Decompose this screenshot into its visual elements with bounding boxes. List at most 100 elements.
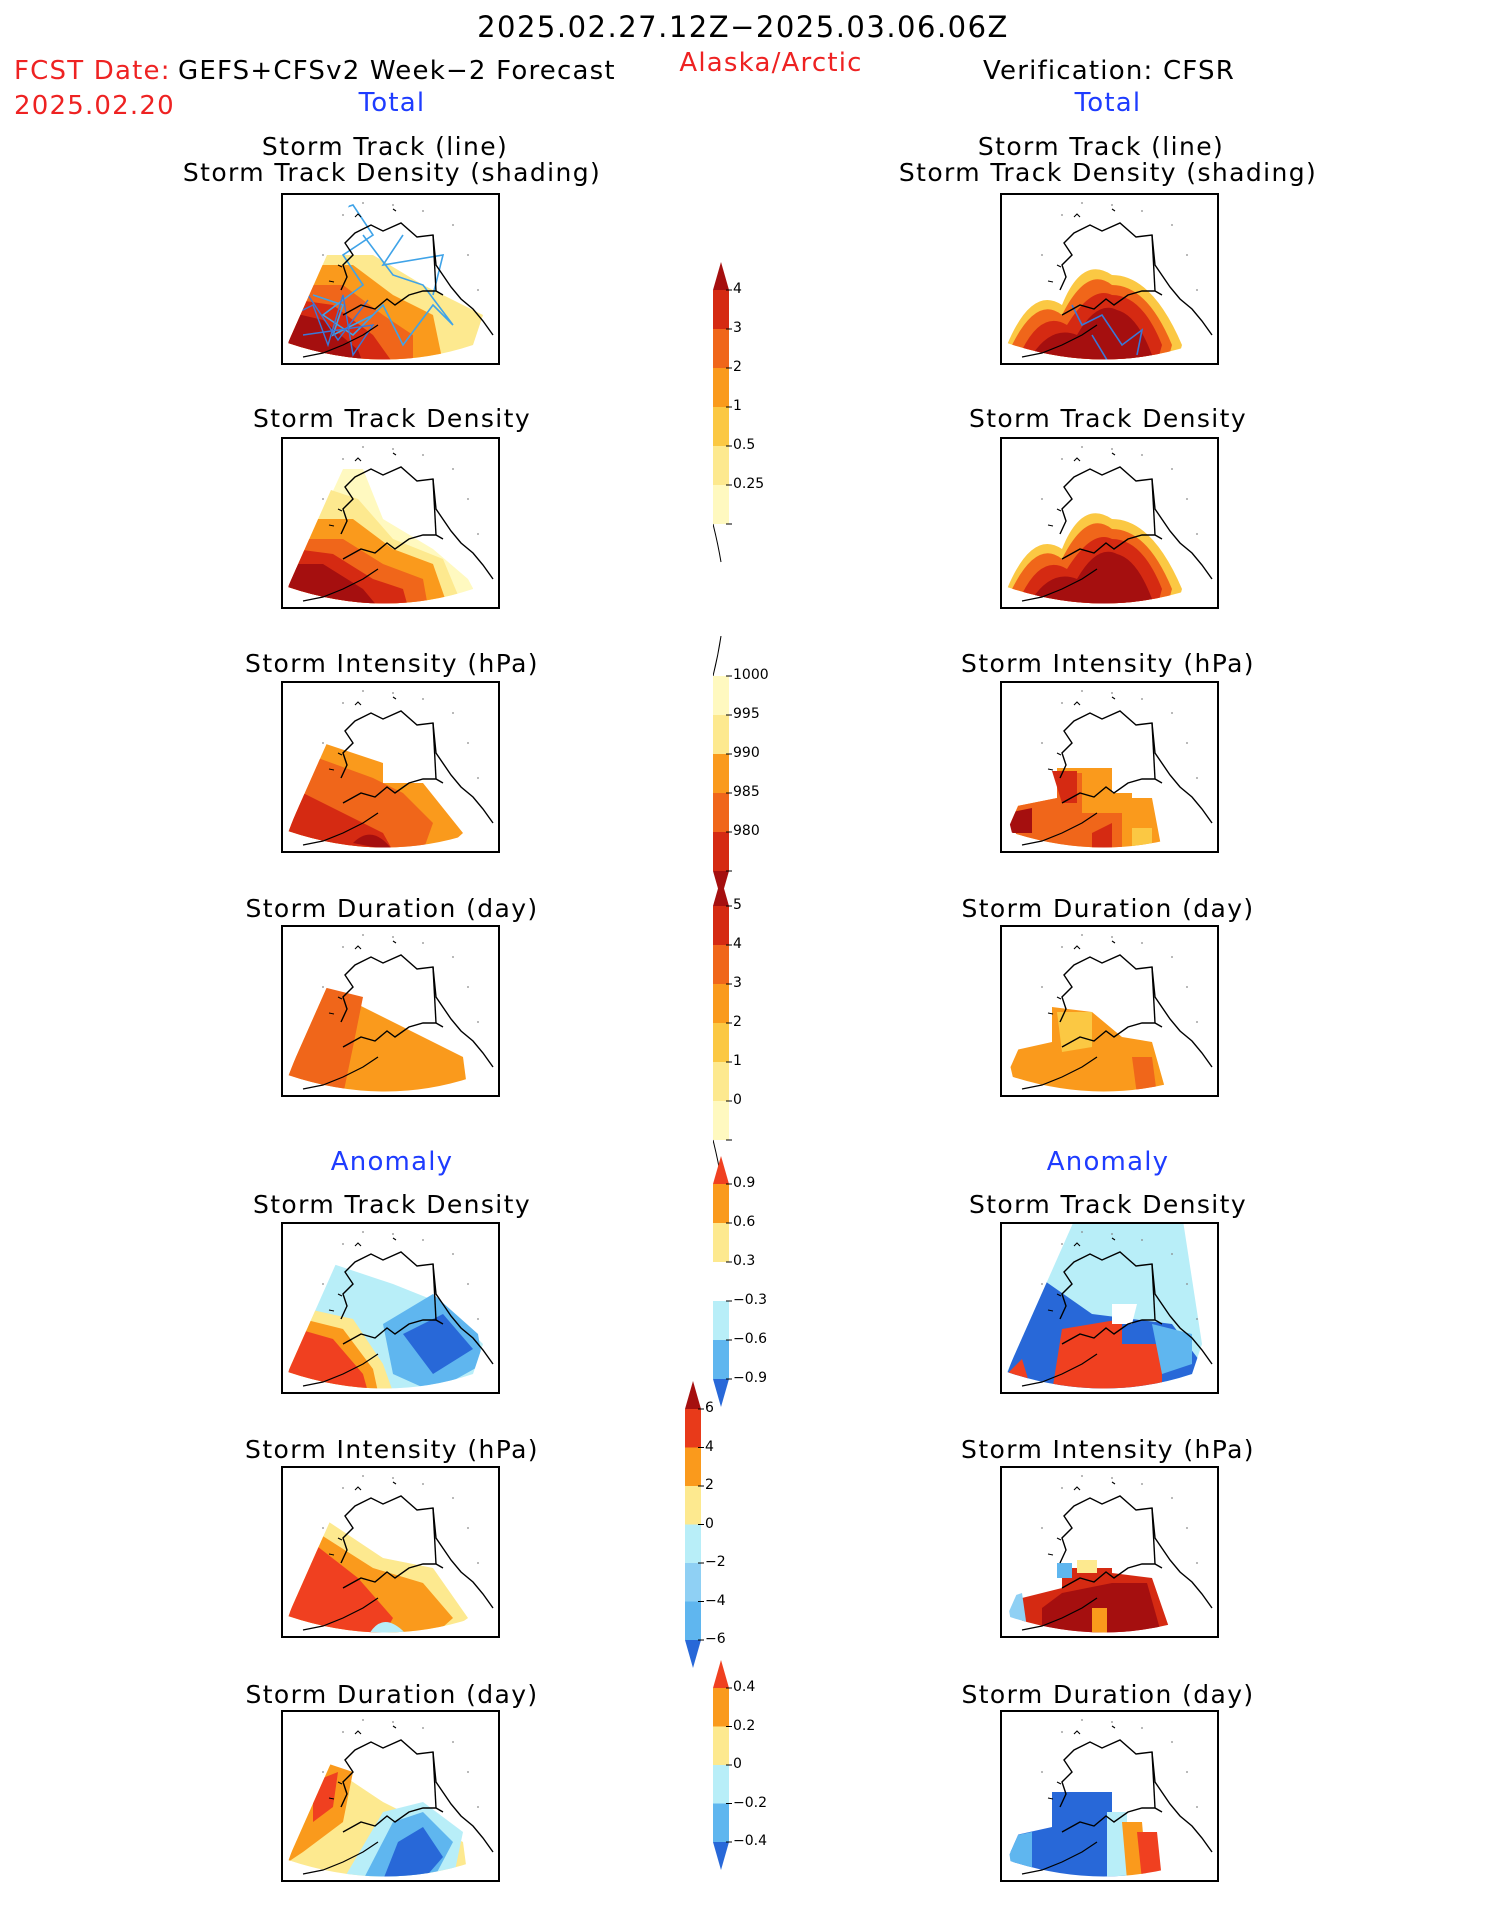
- forecast-name: GEFS+CFSv2 Week−2 Forecast: [178, 56, 616, 86]
- colorbar-anom_duration-tip-bottom: [713, 1842, 729, 1870]
- colorbar-anom_duration-label: −0.2: [733, 1794, 767, 1811]
- colorbar-anom_density-svg: [713, 1156, 732, 1407]
- map-fcst-anom-duration: [281, 1710, 500, 1882]
- right-title-track-line: Storm Track (line): [977, 132, 1225, 161]
- left-title-intensity: Storm Intensity (hPa): [245, 649, 539, 678]
- colorbar-density-segment: [713, 485, 729, 524]
- colorbar-anom_duration-label: −0.4: [733, 1833, 767, 1849]
- colorbar-anom_density-label: 0.9: [733, 1175, 756, 1191]
- left-title-anom-duration: Storm Duration (day): [245, 1680, 539, 1709]
- colorbar-anom_intensity-tip-bottom: [685, 1640, 701, 1668]
- colorbar-intensity-head: [713, 636, 722, 677]
- map-fcst-track: [281, 193, 500, 365]
- colorbar-duration-tip-top: [713, 878, 729, 906]
- left-title-track-line: Storm Track (line): [261, 132, 509, 161]
- colorbar-density-segment: [713, 407, 729, 446]
- colorbar-intensity-label: 980: [733, 823, 760, 839]
- colorbar-density-label: 4: [733, 281, 742, 297]
- left-anomaly-label: Anomaly: [330, 1147, 454, 1177]
- colorbar-anom_intensity-label: 4: [705, 1438, 714, 1455]
- colorbar-anom_density-label: −0.9: [733, 1370, 767, 1386]
- right-anomaly-label: Anomaly: [1046, 1147, 1170, 1177]
- colorbar-anom_intensity-label: −6: [705, 1631, 726, 1647]
- colorbar-density-label: 0.5: [733, 437, 756, 453]
- colorbar-duration-label: 0: [733, 1092, 742, 1108]
- colorbar-anom_intensity-label: 2: [705, 1477, 714, 1493]
- colorbar-density-label: 3: [733, 320, 742, 336]
- colorbar-density-label: 1: [733, 398, 742, 414]
- colorbar-duration-segment: [713, 984, 729, 1023]
- colorbar-density-label: 0.25: [733, 476, 765, 492]
- colorbar-intensity-segment: [713, 754, 729, 793]
- region-label: Alaska/Arctic: [679, 48, 863, 78]
- colorbar-anom_intensity-label: −4: [705, 1592, 726, 1609]
- colorbar-anom_density-segment: [713, 1340, 729, 1379]
- colorbar-anom_intensity-segment: [685, 1524, 701, 1563]
- colorbar-anom_density-tip-bottom: [713, 1379, 729, 1407]
- right-title-duration: Storm Duration (day): [961, 894, 1255, 923]
- colorbar-duration-segment: [713, 945, 729, 984]
- right-title-track-density-shading: Storm Track Density (shading): [898, 158, 1318, 187]
- right-title-track-density: Storm Track Density: [968, 404, 1248, 433]
- colorbar-intensity-label: 995: [733, 706, 760, 722]
- colorbar-intensity-segment: [713, 715, 729, 754]
- map-obs-track: [1000, 193, 1219, 365]
- left-section-label: Total: [358, 88, 426, 118]
- colorbar-duration-label: 2: [733, 1014, 742, 1030]
- colorbar-duration-segment: [713, 1101, 729, 1140]
- left-title-anom-intensity: Storm Intensity (hPa): [245, 1435, 539, 1464]
- map-fcst-anom-density: [281, 1222, 500, 1394]
- colorbar-anom_density-segment: [713, 1262, 729, 1301]
- right-title-anom-intensity: Storm Intensity (hPa): [961, 1435, 1255, 1464]
- colorbar-anom_intensity-segment: [685, 1563, 701, 1602]
- colorbar-duration-segment: [713, 1062, 729, 1101]
- colorbar-intensity-label: 990: [733, 745, 760, 761]
- colorbar-anom_density-label: 0.6: [733, 1214, 756, 1230]
- map-fcst-density: [281, 437, 500, 609]
- colorbar-anom_duration-segment: [713, 1726, 729, 1765]
- colorbar-density-label: 2: [733, 359, 742, 375]
- colorbar-density-segment: [713, 446, 729, 485]
- colorbar-anom_duration-segment: [713, 1765, 729, 1804]
- colorbar-anom_intensity-segment: [685, 1601, 701, 1640]
- fcst-date-label: FCST Date:: [14, 56, 171, 86]
- date-range-title: 2025.02.27.12Z−2025.03.06.06Z: [477, 10, 1009, 44]
- right-title-intensity: Storm Intensity (hPa): [961, 649, 1255, 678]
- colorbar-anom_duration-label: 0.2: [733, 1717, 756, 1734]
- colorbar-density-tail: [713, 523, 722, 563]
- colorbar-anom_density-tip-top: [713, 1156, 729, 1184]
- fcst-date-value: 2025.02.20: [14, 91, 175, 121]
- colorbar-duration-label: 5: [733, 897, 742, 913]
- map-obs-anom-duration: [1000, 1710, 1219, 1882]
- colorbar-duration-segment: [713, 906, 729, 945]
- colorbar-anom_duration-svg: [713, 1660, 732, 1870]
- colorbar-density-segment: [713, 368, 729, 407]
- colorbar-anom_intensity-svg: [685, 1381, 704, 1668]
- colorbar-intensity-segment: [713, 676, 729, 715]
- colorbar-duration-label: 4: [733, 936, 742, 952]
- colorbar-duration-svg: [713, 878, 732, 1179]
- colorbar-anom_density-label: −0.3: [733, 1292, 767, 1308]
- colorbar-anom_duration-label: 0.4: [733, 1679, 756, 1695]
- colorbar-duration-label: 3: [733, 975, 742, 991]
- colorbar-intensity-segment: [713, 793, 729, 832]
- colorbar-intensity-svg: [713, 636, 732, 899]
- right-section-label: Total: [1074, 88, 1142, 118]
- colorbar-density-segment: [713, 290, 729, 329]
- colorbar-anom_intensity-tip-top: [685, 1381, 701, 1409]
- colorbar-anom_density-segment: [713, 1301, 729, 1340]
- left-title-track-density: Storm Track Density: [252, 404, 532, 433]
- colorbar-anom_density-label: 0.3: [733, 1253, 756, 1269]
- map-obs-duration: [1000, 925, 1219, 1097]
- colorbar-anom_intensity-segment: [685, 1409, 701, 1448]
- colorbar-anom_duration-label: 0: [733, 1756, 742, 1772]
- map-obs-anom-density: [1000, 1222, 1219, 1394]
- colorbar-density-tip-top: [713, 262, 729, 290]
- colorbar-anom_intensity-label: 0: [705, 1515, 714, 1532]
- colorbar-anom_intensity-segment: [685, 1447, 701, 1486]
- colorbar-anom_duration-segment: [713, 1688, 729, 1727]
- colorbar-anom_density-segment: [713, 1184, 729, 1223]
- colorbar-density-svg: [713, 262, 732, 563]
- colorbar-anom_duration-tip-top: [713, 1660, 729, 1688]
- colorbar-anom_density-label: −0.6: [733, 1331, 767, 1347]
